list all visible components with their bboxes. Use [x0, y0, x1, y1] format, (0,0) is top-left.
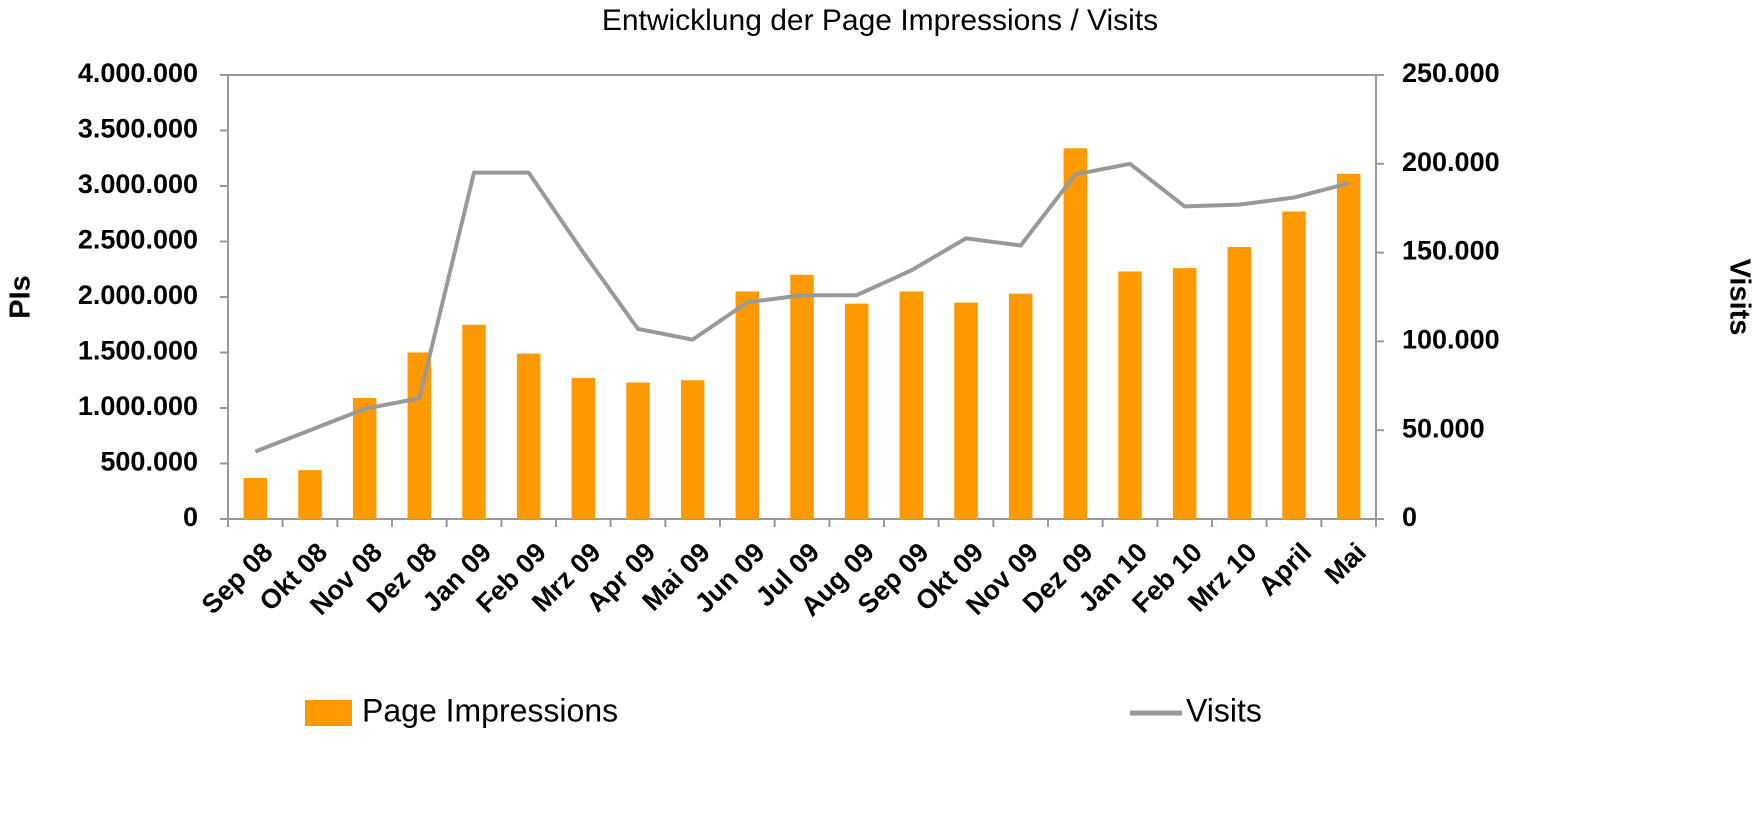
y-tick-label: 1.000.000	[78, 391, 198, 421]
chart-title: Entwicklung der Page Impressions / Visit…	[602, 4, 1158, 37]
y-tick-label: 2.000.000	[78, 280, 198, 310]
x-tick-label: Mai	[1319, 537, 1372, 590]
y-tick-label: 1.500.000	[78, 336, 198, 366]
line	[254, 161, 1350, 454]
y-tick-label: 500.000	[100, 447, 198, 477]
bar	[844, 303, 869, 519]
y2-tick-label: 200.000	[1402, 147, 1500, 177]
y-tick-label: 3.000.000	[78, 169, 198, 199]
legend-label: Visits	[1186, 692, 1262, 728]
bar	[516, 353, 541, 519]
y-tick-label: 3.500.000	[78, 114, 198, 144]
y-tick-label: 2.500.000	[78, 225, 198, 255]
bar	[352, 398, 377, 519]
bar	[790, 274, 814, 519]
y2-tick-label: 0	[1402, 502, 1417, 532]
bar	[1008, 293, 1033, 519]
y2-tick-label: 150.000	[1402, 236, 1500, 266]
bar	[462, 324, 486, 519]
bar	[571, 378, 596, 519]
bar	[626, 382, 650, 519]
y2-tick-label: 250.000	[1402, 58, 1500, 88]
x-tick-label: April	[1253, 537, 1318, 602]
bar	[899, 291, 924, 519]
bar	[1227, 247, 1252, 520]
bar	[1063, 148, 1088, 519]
bar	[1336, 173, 1361, 520]
bar	[680, 380, 705, 519]
legend-label: Page Impressions	[362, 692, 618, 728]
y2-axis-title: Visits	[1723, 259, 1755, 336]
bar	[1172, 268, 1197, 519]
y-tick-label: 4.000.000	[78, 58, 198, 88]
y2-tick-label: 100.000	[1402, 325, 1500, 355]
bar	[407, 352, 432, 519]
bar	[243, 477, 268, 519]
bar	[1282, 211, 1306, 519]
legend-swatch	[305, 700, 352, 726]
y2-tick-label: 50.000	[1402, 413, 1485, 443]
bar	[735, 291, 760, 519]
y-tick-label: 0	[183, 502, 198, 532]
y-axis-title: PIs	[5, 275, 37, 319]
bar	[1118, 271, 1142, 519]
bar	[298, 470, 322, 519]
bar	[954, 302, 978, 519]
